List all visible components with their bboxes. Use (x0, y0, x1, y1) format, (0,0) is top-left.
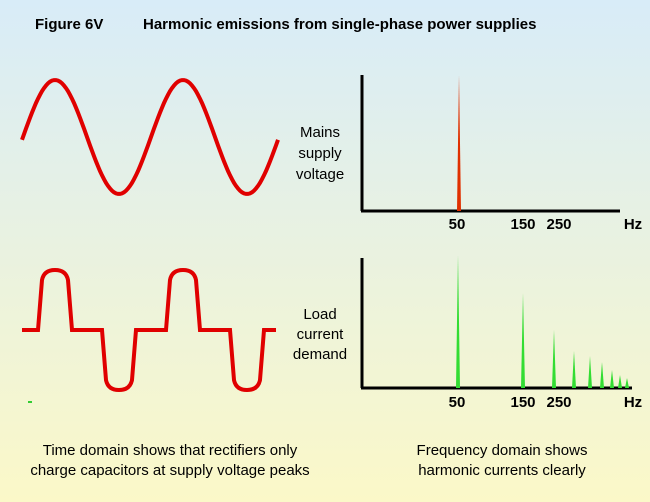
caption: Frequency domain shows (417, 442, 588, 459)
spike (572, 351, 576, 388)
label: demand (293, 346, 347, 363)
spike (610, 370, 614, 388)
axis-label: 250 (546, 216, 571, 233)
spike (456, 255, 460, 388)
spike (600, 362, 604, 388)
voltage-waveform (20, 78, 280, 196)
axis-label: 50 (449, 394, 466, 411)
voltage-spectrum (360, 75, 620, 213)
current-waveform (22, 267, 276, 393)
spike (625, 378, 629, 388)
axis-label: 150 (510, 394, 535, 411)
spike (457, 75, 461, 211)
label: Mains (300, 124, 340, 141)
figure-title: Harmonic emissions from single-phase pow… (143, 16, 536, 33)
axis-label: Hz (624, 216, 642, 233)
figure-number: Figure 6V (35, 16, 103, 33)
axis-label: 50 (449, 216, 466, 233)
spike (552, 330, 556, 388)
label: voltage (296, 166, 344, 183)
current-spectrum (360, 255, 632, 390)
caption: harmonic currents clearly (418, 462, 586, 479)
label: Load (303, 306, 336, 323)
axis-label: 150 (510, 216, 535, 233)
spike (521, 293, 525, 388)
label: supply (298, 145, 342, 162)
axis-label: Hz (624, 394, 642, 411)
caption: Time domain shows that rectifiers only (43, 442, 298, 459)
spike (588, 356, 592, 388)
spike (618, 375, 622, 388)
axis-label: 250 (546, 394, 571, 411)
caption: charge capacitors at supply voltage peak… (30, 462, 309, 479)
label: current (297, 326, 345, 343)
